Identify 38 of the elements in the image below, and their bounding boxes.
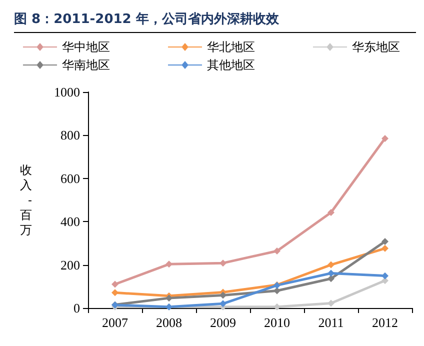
point <box>274 303 280 310</box>
x-tick-label: 2007 <box>102 315 128 330</box>
y-axis-title: 收入-百万 <box>20 163 32 237</box>
y-tick-label: 800 <box>60 128 80 143</box>
x-tick-label: 2011 <box>318 315 344 330</box>
x-tick-label: 2010 <box>264 315 290 330</box>
point <box>328 270 334 277</box>
y-tick-label: 0 <box>74 300 80 316</box>
point <box>328 209 334 216</box>
point <box>274 287 280 294</box>
point <box>166 260 172 268</box>
point <box>220 260 226 267</box>
legend-label: 华北地区 <box>207 40 255 54</box>
point <box>328 300 334 307</box>
legend-label: 华南地区 <box>62 58 110 72</box>
point <box>328 275 334 282</box>
point <box>382 244 388 252</box>
point <box>382 134 388 142</box>
x-tick-label: 2012 <box>372 315 398 330</box>
legend-label: 其他地区 <box>207 58 255 72</box>
point <box>112 280 118 288</box>
x-tick-label: 2009 <box>210 315 236 330</box>
x-tick-label: 2008 <box>156 315 182 330</box>
chart-title: 图 8：2011-2012 年，公司省内外深耕收效 <box>14 10 416 33</box>
point <box>328 261 334 268</box>
legend-label: 华中地区 <box>62 40 110 54</box>
point <box>112 289 118 296</box>
point <box>382 272 388 280</box>
point <box>382 238 388 245</box>
y-tick-label: 600 <box>60 170 80 186</box>
y-tick-label: 400 <box>60 214 80 230</box>
point <box>220 300 226 308</box>
y-tick-label: 1000 <box>54 84 80 100</box>
point <box>274 247 280 254</box>
point <box>166 294 172 302</box>
point <box>220 292 226 299</box>
legend-label: 华东地区 <box>352 40 400 54</box>
y-tick-label: 200 <box>60 257 80 272</box>
